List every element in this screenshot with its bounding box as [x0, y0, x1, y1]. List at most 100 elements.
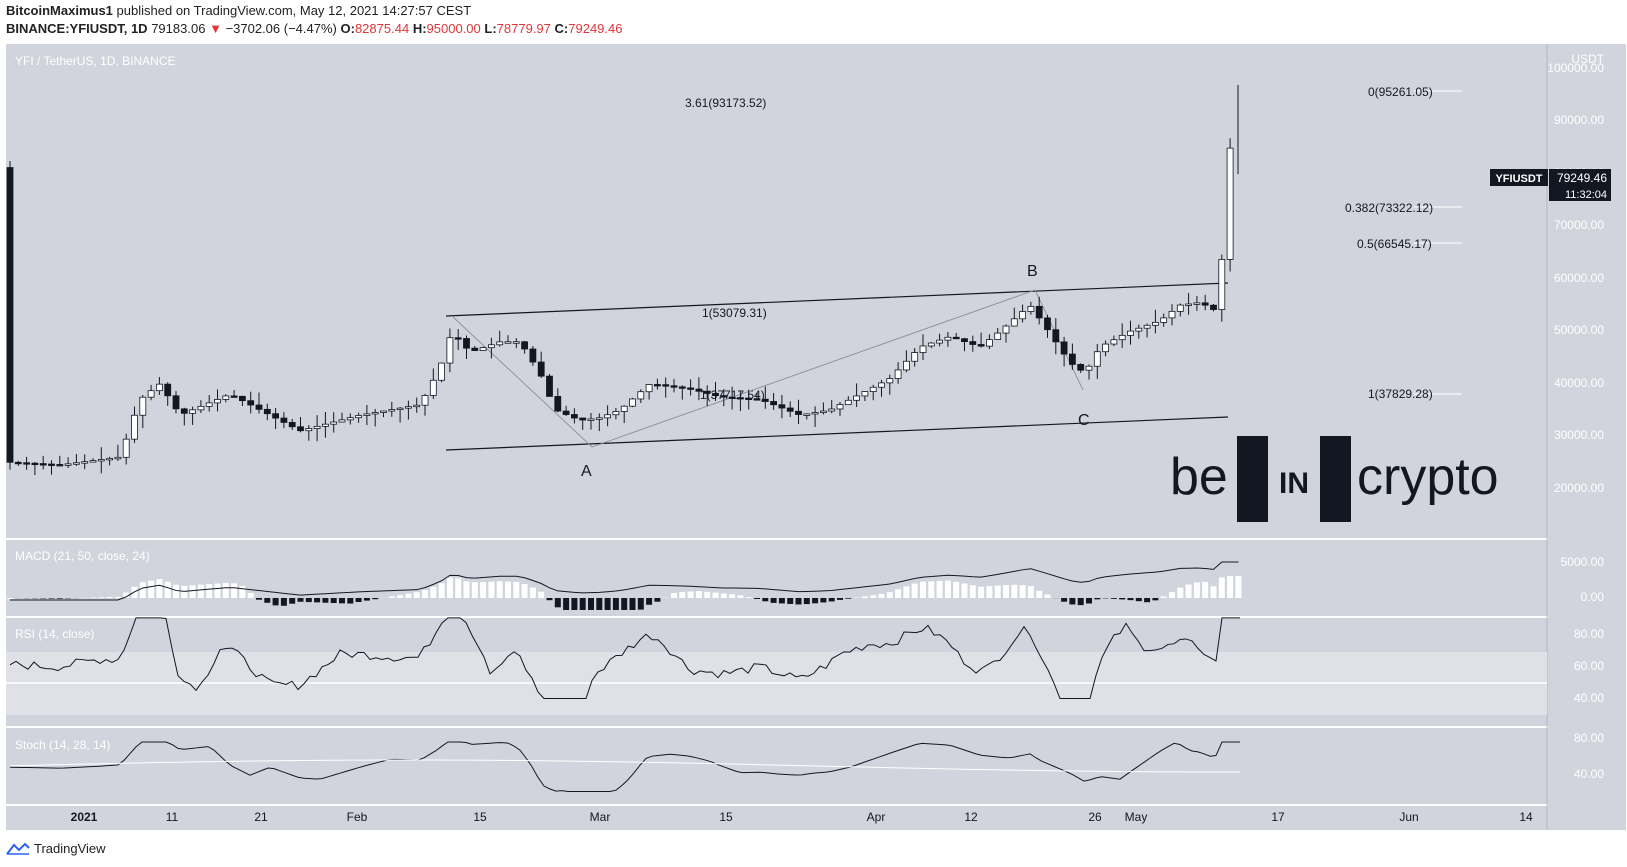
macd-bar — [280, 598, 287, 606]
macd-tick: 5000.00 — [1561, 555, 1605, 569]
time-label: 11 — [166, 810, 179, 824]
time-axis[interactable] — [6, 806, 1549, 830]
macd-bar — [953, 581, 960, 598]
macd-bar — [239, 586, 246, 598]
fib-0-label: 0(95261.05) — [1368, 85, 1433, 99]
macd-bar — [986, 586, 993, 598]
macd-bar — [554, 598, 561, 608]
rsi-tick: 80.00 — [1574, 627, 1604, 641]
candle-body — [803, 413, 811, 416]
candle-body — [1118, 334, 1126, 341]
candle-body — [404, 406, 412, 409]
candle-body — [753, 398, 761, 401]
macd-bar — [861, 596, 868, 598]
candle-body — [355, 415, 363, 419]
candle-body — [1010, 318, 1018, 327]
tradingview-footer[interactable]: TradingView — [6, 841, 106, 856]
channel-upper-line[interactable] — [445, 282, 1229, 317]
macd-bar — [455, 578, 462, 598]
macd-bar — [413, 592, 420, 598]
time-label: Apr — [867, 810, 886, 824]
macd-tick: 0.00 — [1581, 590, 1605, 604]
candle-body — [429, 379, 437, 396]
macd-bar — [1227, 576, 1234, 598]
macd-bar — [803, 598, 810, 605]
macd-bar — [7, 598, 13, 599]
channel-lower-line[interactable] — [445, 416, 1229, 451]
tradingview-brand: TradingView — [34, 841, 106, 856]
candle-body — [346, 417, 354, 421]
candle-body — [14, 461, 22, 465]
candle-body — [1218, 259, 1226, 310]
macd-bar — [695, 591, 702, 598]
close-value: 79249.46 — [568, 21, 623, 36]
candle-body — [255, 404, 263, 410]
candle-body — [903, 360, 910, 371]
macd-bar — [114, 596, 121, 598]
macd-bar — [546, 598, 553, 601]
candle-body — [1127, 330, 1134, 336]
candle-body — [828, 408, 836, 412]
candle-body — [1019, 311, 1026, 320]
pair-title: YFI / TetherUS, 1D, BINANCE — [15, 54, 176, 68]
candle-body — [770, 401, 777, 406]
fib-ext-label: 3.61(93173.52) — [685, 96, 766, 110]
candle-body — [297, 426, 304, 432]
macd-bar — [1044, 594, 1051, 598]
candle-body — [197, 405, 205, 411]
candle-body — [571, 414, 578, 419]
macd-bar — [712, 592, 719, 598]
candle-body — [654, 384, 661, 387]
candle-body — [1002, 325, 1010, 334]
candle-body — [944, 336, 952, 341]
candle-body — [737, 397, 744, 400]
candle-body — [637, 391, 645, 400]
macd-bar — [928, 581, 935, 598]
macd-bar — [936, 580, 943, 598]
macd-bar — [463, 581, 470, 598]
symbol-line: BINANCE:YFIUSDT, 1D — [6, 21, 148, 36]
candle-body — [97, 459, 105, 462]
countdown-text: 11:32:04 — [1565, 189, 1607, 201]
macd-bar — [978, 586, 985, 598]
candle-body — [687, 387, 694, 390]
high-value: 95000.00 — [426, 21, 481, 36]
candle-body — [280, 417, 288, 423]
macd-series — [7, 561, 1242, 610]
macd-bar — [604, 598, 611, 610]
macd-pane[interactable] — [6, 540, 1549, 616]
close-label: C: — [554, 21, 569, 36]
author-name[interactable]: BitcoinMaximus1 — [6, 3, 113, 18]
candle-body — [388, 409, 396, 412]
published-text: published on TradingView.com, May 12, 20… — [116, 3, 472, 18]
macd-bar — [1110, 598, 1117, 599]
candle-body — [1193, 302, 1201, 305]
candle-body — [728, 396, 736, 399]
candle-body — [438, 362, 446, 381]
macd-bar — [446, 577, 453, 598]
candle-body — [587, 418, 595, 421]
macd-bar — [355, 598, 362, 603]
candle-body — [927, 342, 935, 347]
macd-bar — [637, 598, 644, 610]
candle-body — [629, 398, 636, 407]
macd-bar — [1169, 592, 1175, 598]
candle-body — [986, 339, 993, 347]
macd-bar — [264, 598, 271, 603]
candle-body — [894, 369, 902, 379]
macd-bar — [297, 598, 304, 602]
macd-bar — [538, 591, 545, 598]
macd-bar — [837, 598, 843, 600]
candle-body — [1077, 363, 1085, 371]
tradingview-logo-icon — [6, 842, 30, 855]
macd-bar — [173, 584, 179, 598]
stoch-pane[interactable] — [6, 728, 1549, 804]
time-label: 26 — [1088, 810, 1102, 824]
candle-body — [1143, 324, 1151, 329]
time-label: Mar — [590, 810, 611, 824]
symbol-tag-text: YFIUSDT — [1495, 173, 1542, 185]
time-label: 12 — [964, 810, 978, 824]
macd-bar — [1036, 590, 1043, 598]
macd-bar — [895, 589, 902, 598]
